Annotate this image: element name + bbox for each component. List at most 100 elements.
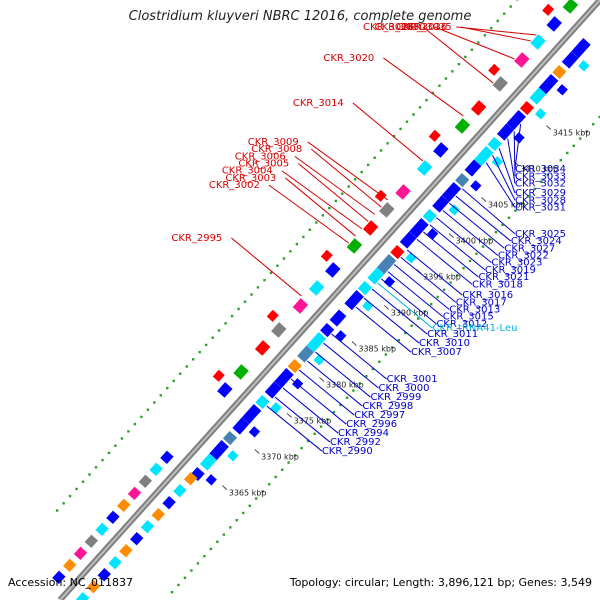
forward-gene xyxy=(374,189,387,202)
gc-dot xyxy=(353,178,357,181)
gc-dot xyxy=(496,19,499,23)
gene-label: CKR_3010 xyxy=(419,338,470,349)
gene-label: CKR_3002 xyxy=(209,180,260,191)
gc-dot xyxy=(280,468,284,471)
gene-label: CKR_2995 xyxy=(171,233,222,244)
reverse-gene xyxy=(405,252,417,264)
tick-mark xyxy=(351,341,357,346)
gene-label: CKR_tRNA41-Leu xyxy=(433,323,518,334)
gc-dot xyxy=(68,494,72,498)
gene-label: CKR_3015 xyxy=(443,312,494,323)
forward-gene xyxy=(362,220,379,236)
gc-dot xyxy=(55,509,59,512)
tick-label: 3415 kbp xyxy=(553,128,591,137)
gc-dot xyxy=(494,230,498,234)
gene-feature xyxy=(140,519,155,534)
gc-dot xyxy=(515,0,519,1)
leader-line xyxy=(307,141,389,201)
reverse-gene xyxy=(287,358,302,374)
gc-dot xyxy=(417,317,420,320)
reverse-gene xyxy=(496,123,514,141)
gc-dot xyxy=(431,91,435,95)
gc-dot xyxy=(319,425,323,428)
gc-dot xyxy=(553,166,556,169)
leader-line xyxy=(371,288,428,335)
reverse-gene xyxy=(474,146,494,167)
gc-dot xyxy=(527,194,530,198)
gc-dot xyxy=(282,257,286,260)
gc-dot xyxy=(256,286,260,289)
gc-dot xyxy=(579,137,582,140)
gc-dot xyxy=(209,547,213,551)
leader-line xyxy=(352,102,424,162)
gene-feature xyxy=(73,546,88,561)
leader-line xyxy=(429,224,486,271)
gene-label: CKR_3031 xyxy=(515,202,566,213)
gene-label: CKR_3021 xyxy=(478,272,529,283)
gc-dot xyxy=(360,170,363,174)
gene-feature xyxy=(173,483,187,498)
reverse-gene xyxy=(538,74,559,95)
forward-gene xyxy=(433,142,449,158)
gc-dot xyxy=(379,149,383,152)
forward-gene xyxy=(233,364,249,380)
gc-dot xyxy=(114,444,117,447)
reverse-gene xyxy=(248,426,261,438)
gc-dot xyxy=(384,353,388,356)
gc-dot xyxy=(75,487,78,491)
reverse-gene xyxy=(335,330,347,342)
forward-gene xyxy=(379,202,395,218)
gc-dot xyxy=(230,314,234,318)
gc-dot xyxy=(546,173,550,176)
gene-label: CKR_3017 xyxy=(456,297,507,308)
gene-label: CKR_3023 xyxy=(491,258,542,269)
tick-label: 3400 kbp xyxy=(456,236,494,245)
tick-label: 3370 kbp xyxy=(261,452,299,461)
forward-gene xyxy=(254,340,271,356)
gc-dot xyxy=(153,401,156,404)
gc-dot xyxy=(190,569,193,572)
gc-dot xyxy=(405,120,409,123)
gene-label: CKR_3036 xyxy=(396,22,447,33)
leader-line xyxy=(381,278,437,325)
gc-dot xyxy=(146,408,150,411)
leader-line xyxy=(274,396,331,443)
reverse-gene xyxy=(227,450,239,462)
leader-line xyxy=(507,138,516,184)
reverse-gene xyxy=(556,84,568,96)
reverse-gene xyxy=(297,345,314,363)
gc-dot xyxy=(308,228,312,231)
gc-dot xyxy=(404,331,407,335)
gene-feature xyxy=(86,579,101,594)
gc-dot xyxy=(255,497,258,500)
gene-feature xyxy=(97,567,111,582)
gc-dot xyxy=(436,295,439,299)
forward-gene xyxy=(266,309,279,322)
tick-label: 3375 kbp xyxy=(294,416,332,425)
tick-label: 3405 kbp xyxy=(488,200,526,209)
gene-feature xyxy=(130,531,144,546)
gc-dot xyxy=(133,422,137,426)
gc-dot xyxy=(585,130,588,133)
gene-feature xyxy=(63,558,77,573)
gene-feature xyxy=(106,510,120,525)
forward-gene xyxy=(546,16,562,32)
leader-line xyxy=(266,405,323,452)
map-title: Clostridium kluyveri NBRC 12016, complet… xyxy=(128,9,472,24)
genome-stats-text: Topology: circular; Length: 3,896,121 bp… xyxy=(289,576,592,589)
gc-dot xyxy=(295,242,299,246)
gc-dot xyxy=(183,576,187,579)
reverse-gene xyxy=(329,309,347,327)
gc-dot xyxy=(127,430,130,433)
gc-dot xyxy=(94,466,98,469)
gc-dot xyxy=(217,329,221,332)
gc-dot xyxy=(341,192,344,195)
gc-dot xyxy=(429,302,433,306)
reverse-gene xyxy=(264,381,282,399)
reverse-gene xyxy=(470,180,482,192)
gc-dot xyxy=(540,180,543,183)
gc-dot xyxy=(598,115,600,119)
tick-mark xyxy=(286,413,292,418)
forward-gene xyxy=(212,369,225,382)
gc-dot xyxy=(293,454,297,457)
